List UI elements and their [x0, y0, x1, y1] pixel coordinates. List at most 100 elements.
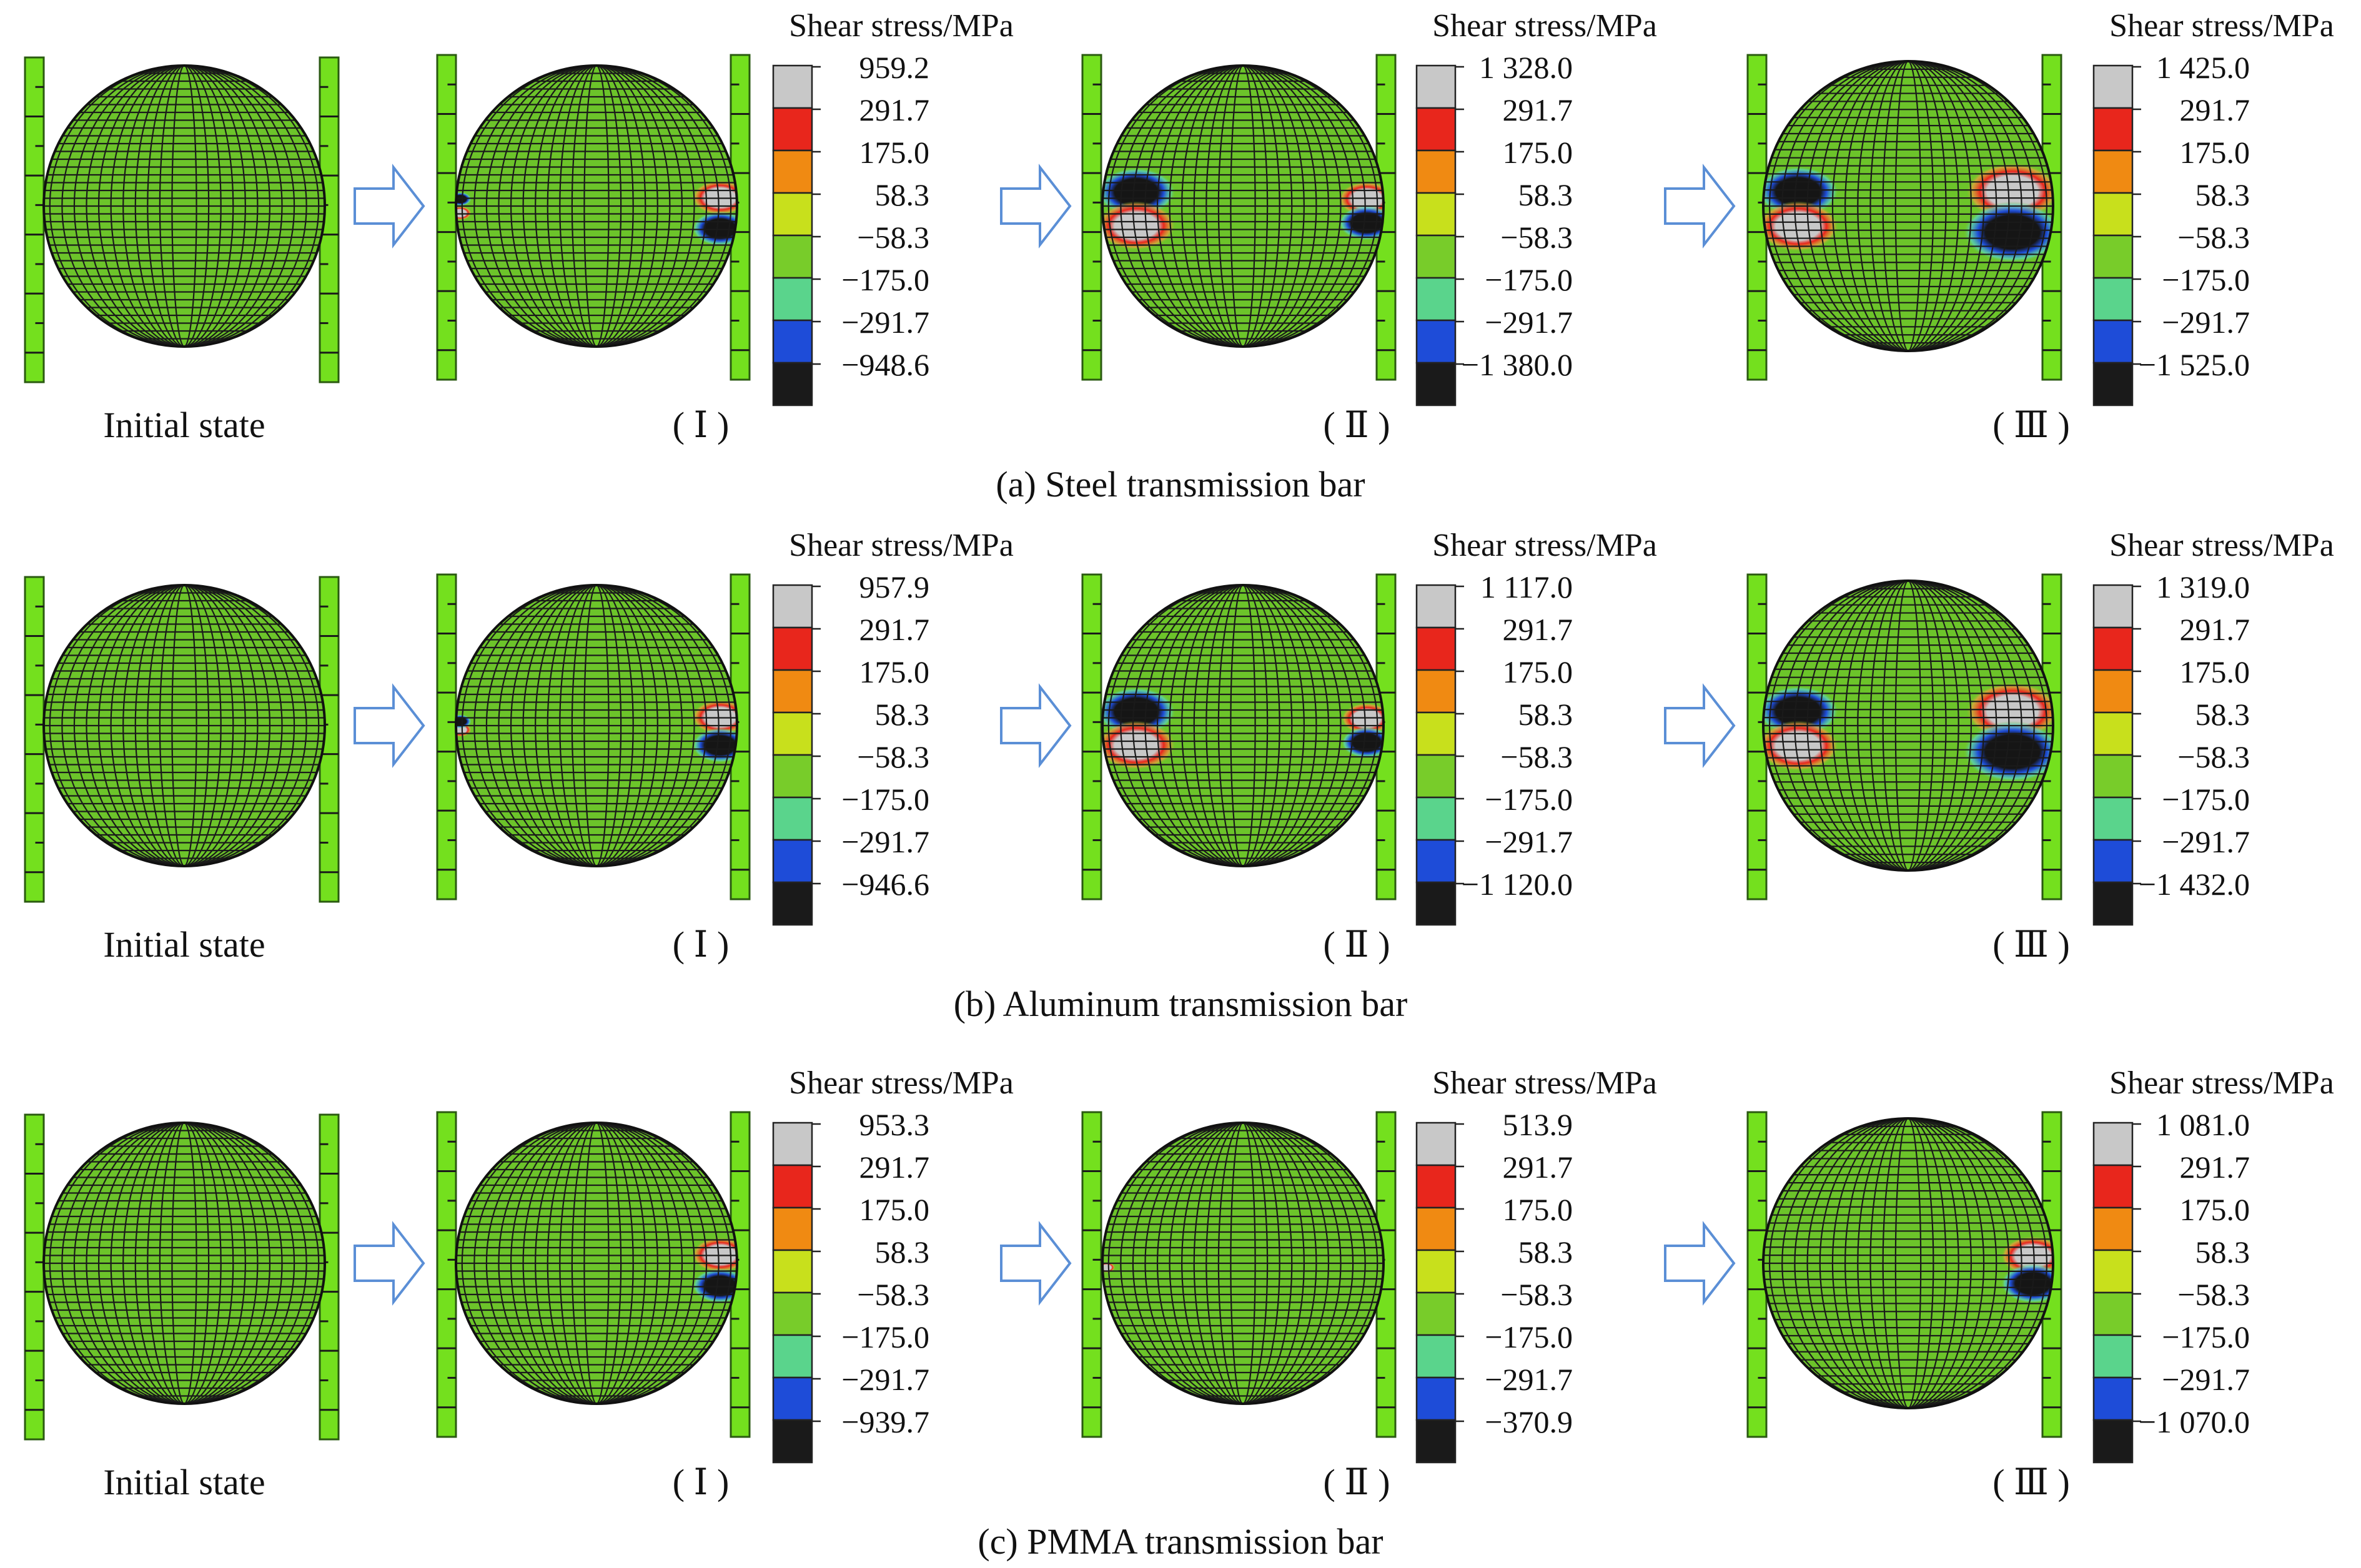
incident-bar [24, 576, 45, 903]
legend-value: 1 328.0 [1479, 50, 1573, 85]
figure-row: Initial state ( Ⅰ ) Shear stress/MPa 953.3 2… [24, 1065, 2334, 1562]
legend-value: −58.3 [2177, 739, 2250, 774]
sphere-mesh [1101, 1122, 1385, 1405]
stage-label: ( Ⅲ ) [1992, 405, 2070, 445]
incident-bar [436, 1111, 457, 1438]
legend-value: −175.0 [1485, 782, 1573, 817]
legend-title: Shear stress/MPa [789, 1065, 1014, 1101]
legend-value: 291.7 [1503, 92, 1573, 127]
legend-value: 291.7 [2180, 92, 2250, 127]
incident-bar [24, 1113, 45, 1441]
legend-value: 1 425.0 [2156, 50, 2250, 85]
legend-title: Shear stress/MPa [2109, 1065, 2334, 1101]
legend-value: 58.3 [1518, 1235, 1573, 1270]
legend-value: 291.7 [859, 92, 930, 127]
legend-value: −291.7 [1485, 1362, 1573, 1397]
legend-value: 175.0 [859, 135, 930, 170]
stage-panel: ( Ⅱ ) Shear stress/MPa 1 328.0 291.7 175.0 58… [1081, 8, 1657, 445]
sphere-mesh [1101, 584, 1385, 867]
legend-value: 58.3 [875, 697, 930, 732]
legend-value: −175.0 [2162, 782, 2250, 817]
legend-value: −291.7 [841, 1362, 929, 1397]
legend-value: −58.3 [2177, 220, 2250, 255]
right-arrow-outline-icon [1000, 164, 1072, 249]
stage-label: ( Ⅲ ) [1992, 1462, 2070, 1502]
legend-value: −370.9 [1485, 1404, 1573, 1439]
legend-value: 291.7 [1503, 612, 1573, 647]
stage-label: ( Ⅰ ) [673, 405, 730, 445]
legend-value: −58.3 [857, 220, 929, 255]
colorbar-legend: Shear stress/MPa 1 319.0 291.7 175.0 58.3 −58… [2092, 528, 2334, 926]
sphere-mesh [1101, 64, 1385, 348]
legend-value: 58.3 [1518, 697, 1573, 732]
legend-value: 175.0 [1503, 654, 1573, 689]
row-caption: (c) PMMA transmission bar [978, 1521, 1383, 1562]
legend-title: Shear stress/MPa [1432, 1065, 1657, 1101]
legend-value: 957.9 [859, 570, 930, 604]
transmission-bar [730, 54, 751, 381]
legend-value: −175.0 [841, 262, 929, 297]
legend-value: −291.7 [1485, 305, 1573, 340]
legend-value: 58.3 [1518, 177, 1573, 212]
legend-value: −1 432.0 [2139, 867, 2250, 902]
legend-value: −58.3 [857, 739, 929, 774]
stage-panel: ( Ⅲ ) Shear stress/MPa 1 319.0 291.7 175.0 58… [1746, 528, 2334, 965]
colorbar-legend: Shear stress/MPa 513.9 291.7 175.0 58.3 −58.3… [1415, 1065, 1657, 1464]
stage-label: ( Ⅲ ) [1992, 924, 2070, 965]
legend-value: −291.7 [2162, 824, 2250, 859]
legend-value: 291.7 [2180, 1150, 2250, 1185]
initial-state-label: Initial state [103, 924, 265, 965]
sphere-mesh [1762, 60, 2054, 352]
figure-row: Initial state ( Ⅰ ) Shear stress/MPa 959.2 2… [24, 8, 2334, 505]
sphere-mesh [42, 584, 326, 867]
legend-value: −175.0 [841, 782, 929, 817]
colorbar-legend: Shear stress/MPa 957.9 291.7 175.0 58.3 −58.3… [772, 528, 1014, 926]
legend-value: 58.3 [875, 1235, 930, 1270]
legend-title: Shear stress/MPa [2109, 528, 2334, 563]
sphere-mesh [1762, 579, 2054, 872]
legend-value: −175.0 [1485, 262, 1573, 297]
legend-value: −291.7 [2162, 305, 2250, 340]
colorbar-legend: Shear stress/MPa 1 117.0 291.7 175.0 58.3 −58… [1415, 528, 1657, 926]
legend-value: −58.3 [1500, 1277, 1573, 1312]
legend-value: −58.3 [857, 1277, 929, 1312]
legend-value: −1 120.0 [1462, 867, 1573, 902]
legend-value: 175.0 [2180, 654, 2250, 689]
legend-value: −58.3 [1500, 220, 1573, 255]
legend-value: −948.6 [841, 347, 929, 382]
right-arrow-outline-icon [1664, 683, 1736, 768]
legend-value: −175.0 [2162, 1319, 2250, 1354]
stage-label: ( Ⅱ ) [1323, 1462, 1390, 1502]
sphere-mesh [455, 1122, 738, 1405]
legend-value: 1 081.0 [2156, 1107, 2250, 1142]
transmission-bar [319, 56, 340, 383]
initial-state-label: Initial state [103, 1462, 265, 1502]
legend-value: −291.7 [841, 305, 929, 340]
legend-value: 513.9 [1503, 1107, 1573, 1142]
row-caption: (a) Steel transmission bar [996, 464, 1365, 505]
legend-value: 291.7 [859, 1150, 930, 1185]
row-caption: (b) Aluminum transmission bar [954, 984, 1408, 1024]
sphere-mesh [1762, 1117, 2054, 1409]
incident-bar [436, 54, 457, 381]
right-arrow-outline-icon [1664, 164, 1736, 249]
sphere-mesh [455, 584, 738, 867]
legend-value: −1 525.0 [2139, 347, 2250, 382]
incident-bar [1081, 54, 1102, 381]
legend-value: −939.7 [841, 1404, 929, 1439]
legend-value: −175.0 [1485, 1319, 1573, 1354]
stage-panel: ( Ⅰ ) Shear stress/MPa 959.2 291.7 175.0 58.3… [436, 8, 1014, 445]
legend-title: Shear stress/MPa [2109, 8, 2334, 44]
legend-value: 959.2 [859, 50, 930, 85]
legend-value: 175.0 [859, 1192, 930, 1227]
colorbar-legend: Shear stress/MPa 1 081.0 291.7 175.0 58.3 −58… [2092, 1065, 2334, 1464]
legend-value: 175.0 [1503, 135, 1573, 170]
legend-value: 291.7 [859, 612, 930, 647]
right-arrow-outline-icon [1664, 1221, 1736, 1306]
legend-value: 58.3 [875, 177, 930, 212]
legend-value: 175.0 [859, 654, 930, 689]
legend-title: Shear stress/MPa [789, 528, 1014, 563]
stage-label: ( Ⅱ ) [1323, 405, 1390, 445]
legend-value: −58.3 [1500, 739, 1573, 774]
